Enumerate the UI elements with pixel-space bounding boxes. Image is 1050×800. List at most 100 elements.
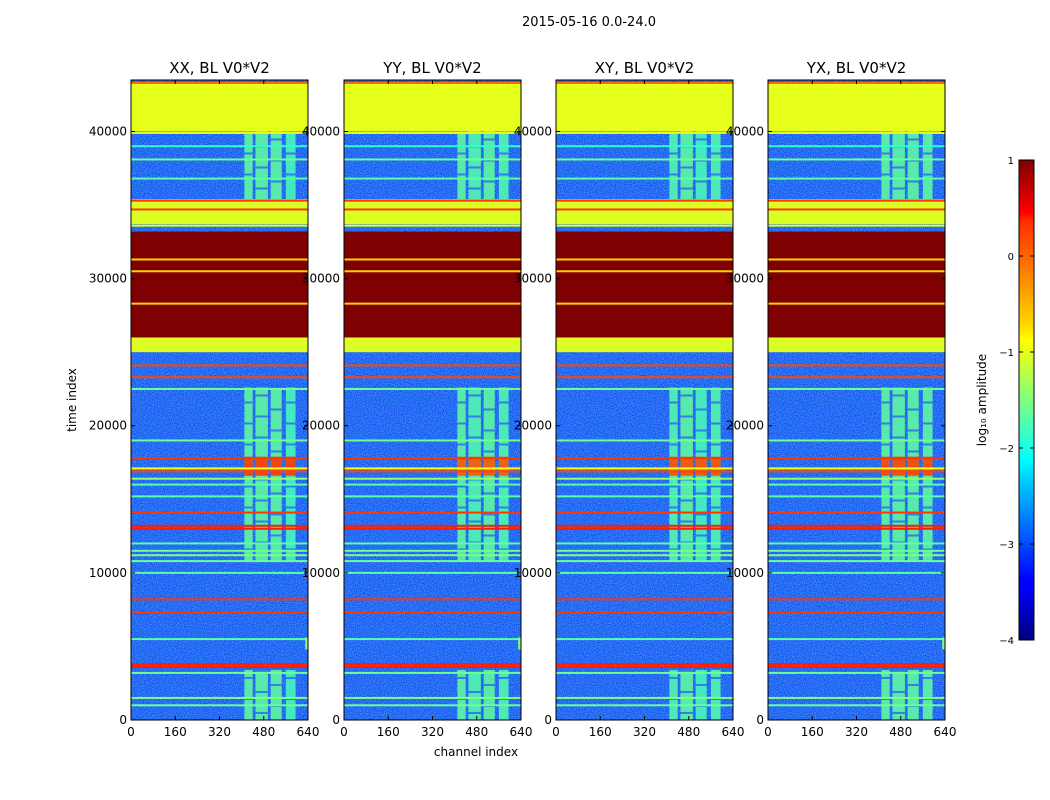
comb-gap [892, 520, 905, 523]
comb-gap [695, 159, 707, 162]
comb-block [468, 669, 481, 720]
comb-gap [881, 548, 890, 551]
comb-gap [695, 429, 707, 432]
comb-gap [669, 697, 678, 700]
flag-line [344, 224, 521, 227]
comb-gap [244, 173, 253, 176]
comb-gap [922, 422, 933, 425]
comb-gap [285, 152, 296, 155]
comb-gap [669, 152, 678, 155]
comb-gap [457, 506, 466, 509]
comb-block [244, 669, 253, 720]
colorbar-tick-label: −2 [999, 444, 1014, 455]
flag-line [344, 524, 521, 527]
comb-gap [255, 690, 268, 693]
comb-block [498, 131, 509, 200]
comb-gap [922, 697, 933, 700]
comb-gap [255, 415, 268, 418]
flag-band [556, 82, 733, 132]
x-tick-label: 320 [421, 725, 444, 739]
y-tick-label: 10000 [514, 566, 552, 580]
x-tick-label: 640 [722, 725, 745, 739]
flag-line [768, 467, 945, 470]
flag-line [556, 666, 733, 669]
flag-line [556, 467, 733, 470]
x-tick-label: 0 [552, 725, 560, 739]
panel-title: XX, BL V0*V2 [169, 59, 270, 77]
flag-line [768, 696, 945, 699]
comb-gap [255, 520, 268, 523]
comb-gap [922, 485, 933, 488]
y-tick-label: 40000 [89, 124, 127, 138]
comb-hot-block [907, 456, 919, 476]
comb-gap [669, 173, 678, 176]
comb-gap [907, 180, 919, 183]
panel-image [344, 80, 521, 720]
flag-line [768, 542, 945, 545]
comb-gap [270, 408, 282, 411]
comb-gap [680, 166, 693, 169]
comb-gap [907, 492, 919, 495]
comb-gap [483, 408, 495, 411]
flag-band [344, 199, 521, 225]
flag-line [768, 663, 945, 666]
comb-gap [457, 443, 466, 446]
flag-line [344, 302, 521, 305]
comb-gap [244, 548, 253, 551]
y-tick-label: 10000 [89, 566, 127, 580]
comb-gap [285, 173, 296, 176]
flag-line [556, 542, 733, 545]
edge-wisp [518, 637, 521, 650]
flag-line [344, 270, 521, 273]
comb-hot-block [881, 456, 890, 476]
comb-gap [907, 513, 919, 516]
comb-gap [922, 676, 933, 679]
flag-line [344, 671, 521, 674]
flag-line [556, 495, 733, 498]
comb-gap [710, 422, 721, 425]
comb-gap [483, 492, 495, 495]
flag-line [344, 145, 521, 148]
comb-gap [244, 506, 253, 509]
flag-line [344, 511, 521, 514]
comb-block [255, 131, 268, 200]
flag-line [768, 270, 945, 273]
comb-hot-block [457, 456, 466, 476]
comb-gap [710, 401, 721, 404]
y-tick-label: 30000 [726, 272, 764, 286]
flag-line [344, 611, 521, 614]
y-tick-label: 0 [119, 713, 127, 727]
flag-line [556, 511, 733, 514]
comb-gap [680, 711, 693, 714]
y-tick-label: 20000 [302, 419, 340, 433]
comb-block [285, 669, 296, 720]
y-axis-label: time index [65, 368, 79, 432]
comb-gap [710, 506, 721, 509]
comb-gap [498, 422, 509, 425]
comb-block [881, 131, 890, 200]
comb-gap [483, 513, 495, 516]
flag-line [131, 611, 308, 614]
flag-line [344, 477, 521, 480]
flag-line [344, 439, 521, 442]
flag-line [556, 364, 733, 367]
flag-line [768, 704, 945, 707]
comb-block [710, 669, 721, 720]
flag-line [131, 638, 308, 641]
comb-gap [669, 548, 678, 551]
flag-line [344, 483, 521, 486]
comb-gap [669, 401, 678, 404]
flag-line [556, 208, 733, 211]
flag-line [768, 302, 945, 305]
comb-block [483, 669, 495, 720]
flag-line [344, 696, 521, 699]
x-tick-label: 0 [764, 725, 772, 739]
flag-line [556, 524, 733, 527]
comb-block [457, 669, 466, 720]
colorbar-tick-label: −4 [999, 636, 1014, 647]
flag-line [131, 511, 308, 514]
flag-line [344, 376, 521, 379]
x-tick-label: 160 [377, 725, 400, 739]
comb-block [922, 669, 933, 720]
